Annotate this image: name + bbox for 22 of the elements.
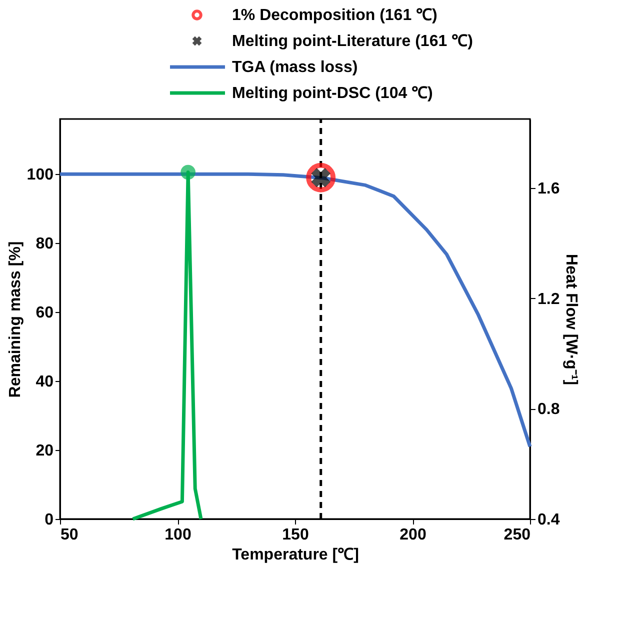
legend-label: TGA (mass loss) (232, 59, 358, 76)
x-tick-label: 50 (60, 526, 78, 544)
x-tick-label: 250 (504, 526, 531, 544)
y2-axis-title: Heat Flow [W·g⁻¹] (562, 254, 580, 386)
y-tick-label: 40 (36, 374, 54, 391)
y2-tick-label: 0.4 (538, 512, 560, 528)
legend-label: 1% Decomposition (161 ℃) (232, 7, 438, 24)
legend-label: Melting point-DSC (104 ℃) (232, 85, 433, 102)
y-tick-label: 60 (36, 304, 54, 322)
y2-tick-label: 0.8 (538, 401, 560, 418)
x-tick-label: 150 (282, 526, 309, 544)
y-tick-label: 20 (36, 442, 54, 460)
y2-tick-label: 1.2 (538, 290, 560, 308)
x-axis-title: Temperature [℃] (232, 546, 359, 564)
y-axis-title: Remaining mass [%] (6, 241, 24, 398)
x-tick-label: 100 (164, 526, 192, 544)
y-tick-label: 80 (36, 236, 54, 253)
x-tick-label: 200 (400, 526, 426, 544)
y2-tick-label: 1.6 (538, 180, 560, 198)
y-tick-label: 100 (26, 166, 54, 184)
legend-label: Melting point-Literature (161 ℃) (232, 33, 473, 50)
y-tick-label: 0 (44, 512, 54, 528)
